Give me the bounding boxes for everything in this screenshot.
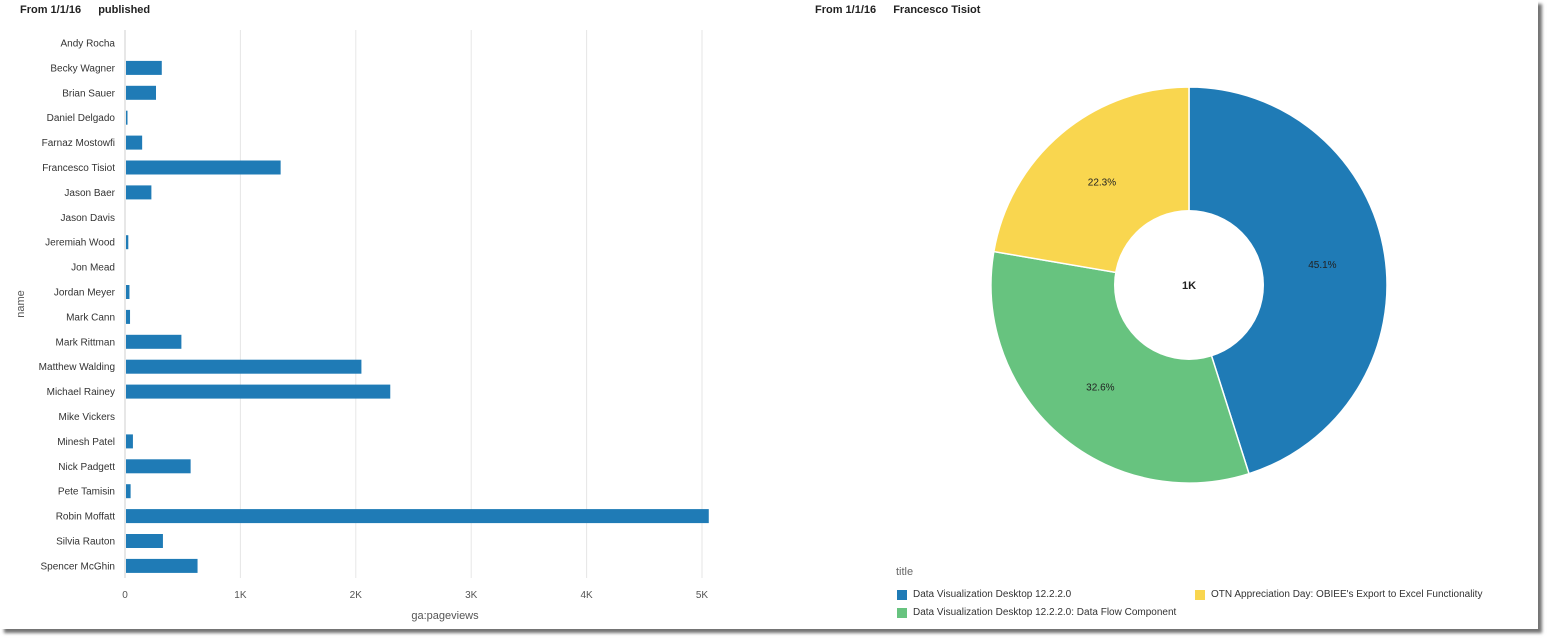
bar[interactable] — [126, 185, 152, 200]
y-category-label: Nick Padgett — [58, 462, 115, 473]
y-category-label: Silvia Rauton — [56, 537, 115, 548]
bar[interactable] — [126, 85, 157, 100]
y-category-label: Becky Wagner — [50, 63, 115, 74]
legend-item-1: Data Visualization Desktop 12.2.2.0 — [897, 589, 1071, 600]
bar[interactable] — [126, 110, 128, 125]
bar[interactable] — [126, 135, 143, 150]
x-tick-label: 1K — [234, 590, 247, 601]
y-category-label: Minesh Patel — [57, 437, 115, 448]
pie-filter-label: From 1/1/16 — [815, 4, 877, 16]
x-tick-label: 4K — [580, 590, 593, 601]
bar[interactable] — [126, 60, 162, 75]
bar[interactable] — [126, 359, 362, 374]
slice-percent-label: 45.1% — [1308, 260, 1336, 271]
x-tick-label: 3K — [465, 590, 478, 601]
y-category-label: Spencer McGhin — [41, 561, 115, 572]
y-category-label: Robin Moffatt — [56, 512, 116, 523]
x-tick-label: 0 — [122, 590, 128, 601]
pie-chart-header: From 1/1/16 Francesco Tisiot — [815, 4, 994, 16]
legend-swatch-2 — [897, 607, 907, 618]
bar[interactable] — [126, 384, 391, 399]
legend-label-2: Data Visualization Desktop 12.2.2.0: Dat… — [913, 607, 1177, 618]
y-category-label: Pete Tamisin — [58, 487, 115, 498]
donut-center-label: 1K — [1182, 280, 1196, 292]
y-category-label: Mike Vickers — [59, 412, 116, 423]
legend-label-3: OTN Appreciation Day: OBIEE's Export to … — [1211, 589, 1483, 600]
bar[interactable] — [126, 484, 131, 499]
slice-percent-label: 22.3% — [1088, 177, 1116, 188]
bar[interactable] — [126, 534, 163, 548]
bar[interactable] — [126, 309, 131, 324]
bar-chart: Andy Rocha Becky Wagner Brian Sauer Daniel … — [15, 30, 709, 622]
y-category-label: Brian Sauer — [62, 88, 115, 99]
bar[interactable] — [126, 558, 198, 573]
y-category-label: Mark Rittman — [56, 337, 115, 348]
bar-chart-header: From 1/1/16 published — [20, 4, 164, 16]
legend-item-3: OTN Appreciation Day: OBIEE's Export to … — [1195, 589, 1482, 600]
bar[interactable] — [126, 160, 281, 175]
y-category-label: Michael Rainey — [47, 387, 115, 398]
donut-chart: 45.1% 32.6% 22.3% 1K — [990, 86, 1388, 484]
bar-filter-label: From 1/1/16 — [20, 4, 82, 16]
y-category-label: Jordan Meyer — [54, 288, 116, 299]
bar[interactable] — [126, 235, 129, 250]
pie-title-label: Francesco Tisiot — [893, 4, 981, 16]
y-category-label: Farnaz Mostowfi — [42, 138, 115, 149]
y-category-label: Jason Davis — [61, 213, 115, 224]
legend-swatch-3 — [1195, 589, 1205, 600]
legend-title: title — [896, 566, 914, 578]
donut-slice[interactable] — [1188, 86, 1388, 475]
y-category-label: Andy Rocha — [61, 39, 116, 50]
bar[interactable] — [126, 434, 133, 449]
y-category-label: Francesco Tisiot — [42, 163, 115, 174]
bar-title-label: published — [98, 4, 151, 16]
x-axis-label: ga:pageviews — [411, 610, 479, 622]
slice-percent-label: 32.6% — [1086, 382, 1114, 393]
y-axis-label: name — [15, 290, 27, 318]
bar[interactable] — [126, 509, 709, 524]
y-category-label: Jeremiah Wood — [45, 238, 115, 249]
legend-item-2: Data Visualization Desktop 12.2.2.0: Dat… — [897, 607, 1176, 618]
bar[interactable] — [126, 334, 182, 349]
bar[interactable] — [126, 285, 130, 299]
y-category-label: Jason Baer — [64, 188, 115, 199]
y-category-label: Mark Cann — [66, 312, 115, 323]
x-tick-label: 2K — [350, 590, 363, 601]
x-tick-label: 5K — [696, 590, 709, 601]
y-category-label: Jon Mead — [71, 263, 115, 274]
legend-label-1: Data Visualization Desktop 12.2.2.0 — [913, 589, 1072, 600]
donut-hole — [1114, 210, 1264, 360]
bar[interactable] — [126, 459, 191, 474]
y-category-label: Daniel Delgado — [47, 113, 116, 124]
y-category-label: Matthew Walding — [39, 362, 115, 373]
legend-swatch-1 — [897, 589, 907, 600]
